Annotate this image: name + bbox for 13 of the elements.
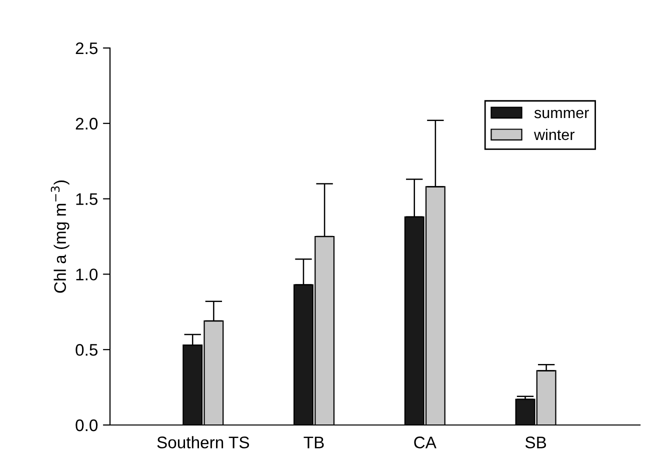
x-tick-label: Southern TS xyxy=(157,436,250,448)
y-axis-title: Chl a (mg m$^{−3}$) xyxy=(50,180,70,293)
x-tick-label: TB xyxy=(304,436,324,448)
y-tick-label: 0.5 xyxy=(76,344,98,356)
y-tick-label: 2.5 xyxy=(76,42,98,54)
legend-label: summer xyxy=(534,110,589,118)
y-tick-label: 1.0 xyxy=(76,268,98,280)
y-tick-label: 0.0 xyxy=(76,419,98,432)
x-tick-label: CA xyxy=(414,436,436,448)
y-tick-label: 2.0 xyxy=(76,118,98,130)
y-tick-label: 1.5 xyxy=(76,193,98,206)
legend-label: winter xyxy=(534,128,574,140)
x-tick-label: SB xyxy=(525,436,546,448)
